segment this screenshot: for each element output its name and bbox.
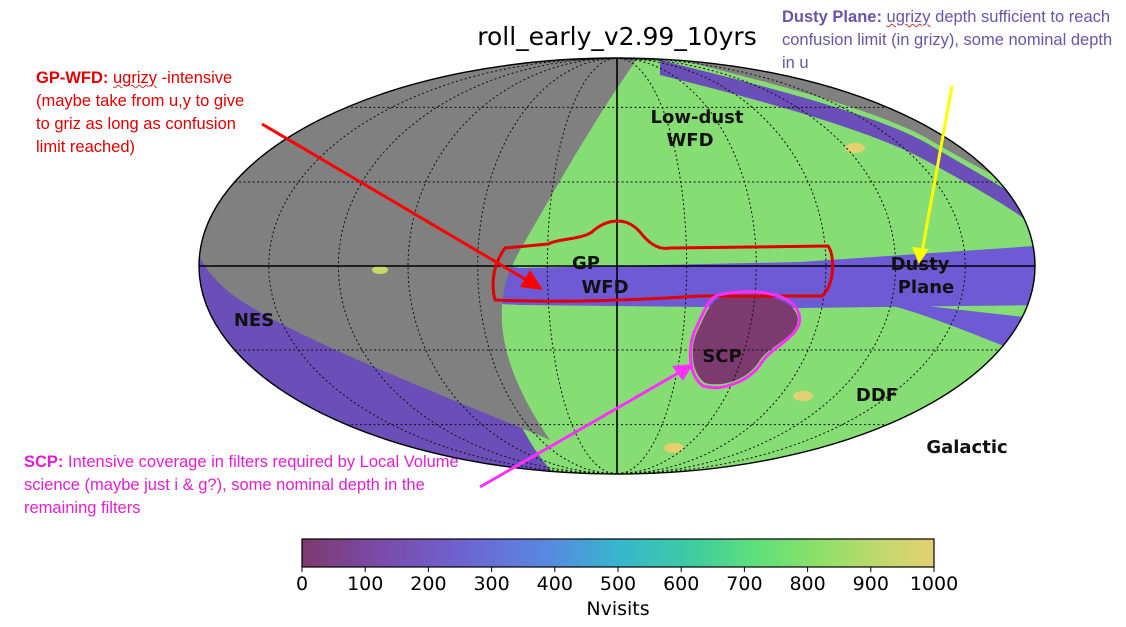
dusty-plane-annotation: Dusty Plane: ugrizy depth sufficient to … xyxy=(782,6,1122,75)
scp-outline xyxy=(688,290,802,389)
scp-annotation: SCP: Intensive coverage in filters requi… xyxy=(24,451,464,520)
gp-wfd-annotation-heading: GP-WFD: xyxy=(36,69,109,87)
region-label-gp: GP xyxy=(572,253,600,274)
map-boundary xyxy=(198,57,1036,475)
ddf-patch xyxy=(372,266,388,274)
scp-arrow xyxy=(479,370,681,489)
colorbar-tick-label: 400 xyxy=(537,573,573,595)
north-border-strip xyxy=(660,60,1035,240)
colorbar-tick-label: 0 xyxy=(296,573,308,595)
region-label-plane: Plane xyxy=(898,277,955,298)
gp-wfd-arrowhead xyxy=(520,270,543,290)
colorbar xyxy=(301,538,935,568)
scp-annotation-text: Intensive coverage in filters required b… xyxy=(24,453,459,517)
unobserved-region xyxy=(199,58,640,440)
dusty-plane-annotation-text: depth sufficient to reach confusion limi… xyxy=(782,8,1113,72)
dusty-plane-arrowhead xyxy=(912,247,929,264)
colorbar-tick-label: 800 xyxy=(789,573,825,595)
region-label-scp: SCP xyxy=(702,346,741,367)
scp-annotation-heading: SCP: xyxy=(24,453,64,471)
colorbar-tick-label: 300 xyxy=(473,573,509,595)
region-label-low-dust: Low-dust xyxy=(651,107,744,128)
gp-wfd-annotation-filters: ugrizy xyxy=(113,69,158,87)
gp-wfd-arrow xyxy=(261,122,531,284)
region-label-ddf: DDF xyxy=(856,385,898,406)
ddf-patch xyxy=(793,391,813,401)
scp-arrowhead xyxy=(672,364,693,381)
colorbar-ticks: 0 100 200 300 400 500 600 700 800 900 1000 xyxy=(296,567,958,595)
scp-region xyxy=(692,295,798,385)
region-label-dusty: Dusty xyxy=(891,254,950,275)
colorbar-tick-label: 900 xyxy=(853,573,889,595)
colorbar-tick-label: 500 xyxy=(600,573,636,595)
dusty-plane-annotation-filters: ugrizy xyxy=(886,8,931,26)
region-label-wfd: WFD xyxy=(666,130,713,151)
gp-wfd-annotation-text: -intensive (maybe take from u,y to give … xyxy=(36,69,245,156)
ddf-patch xyxy=(664,443,684,453)
region-label-gp-wfd: WFD xyxy=(581,277,628,298)
chart-title: roll_early_v2.99_10yrs xyxy=(477,22,757,51)
colorbar-tick-label: 700 xyxy=(726,573,762,595)
colorbar-tick-label: 600 xyxy=(663,573,699,595)
region-label-nes: NES xyxy=(234,310,274,331)
gp-wfd-annotation: GP-WFD: ugrizy -intensive (maybe take fr… xyxy=(36,67,251,159)
colorbar-tick-label: 200 xyxy=(410,573,446,595)
gp-wfd-outline xyxy=(491,219,835,303)
dusty-plane-annotation-heading: Dusty Plane: xyxy=(782,8,882,26)
colorbar-tick-label: 1000 xyxy=(910,573,958,595)
colorbar-label: Nvisits xyxy=(586,598,649,620)
dusty-plane-arrow xyxy=(920,85,954,253)
ddf-patch xyxy=(845,143,865,153)
dusty-plane-band-south xyxy=(830,295,1035,380)
coordinate-label: Galactic xyxy=(926,437,1007,458)
colorbar-tick-label: 100 xyxy=(347,573,383,595)
